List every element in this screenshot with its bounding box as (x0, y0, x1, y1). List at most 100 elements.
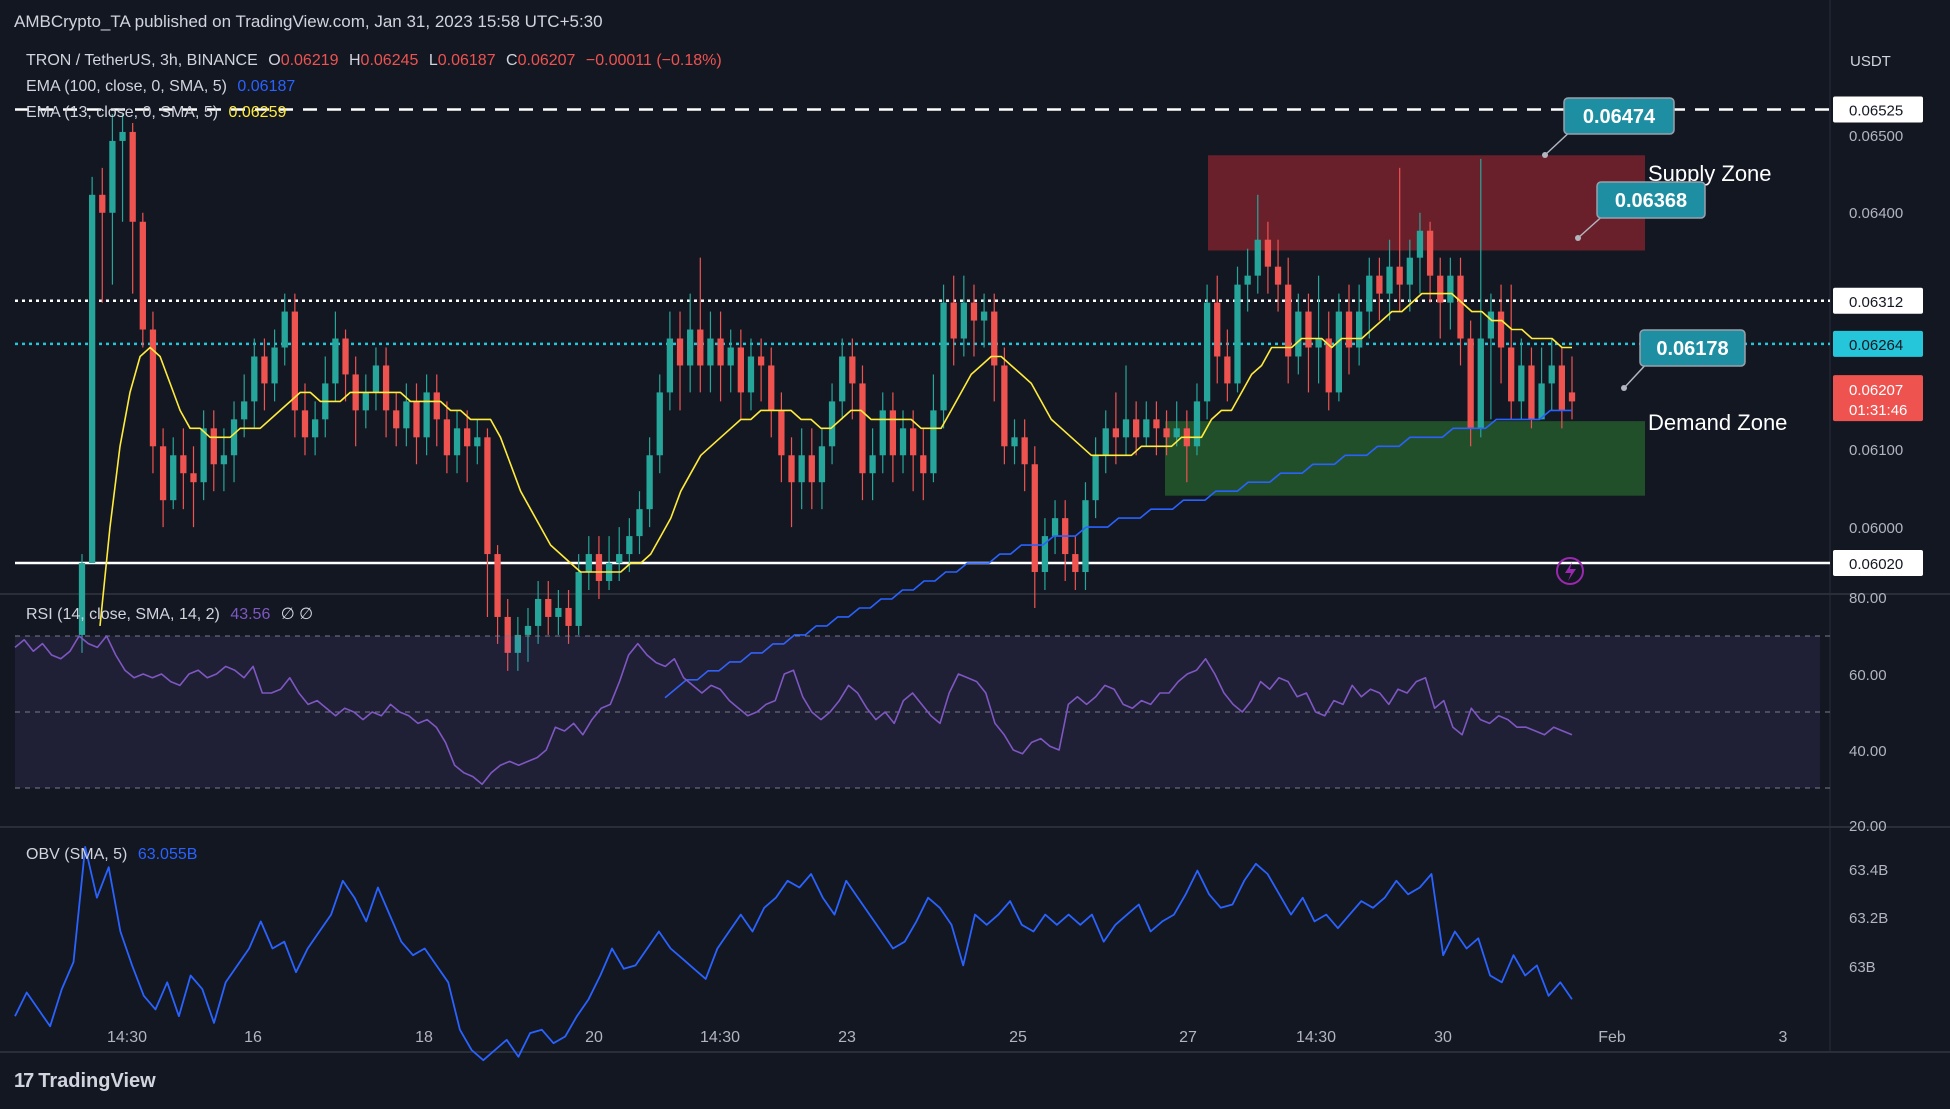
candle-body[interactable] (484, 437, 491, 555)
candle-body[interactable] (230, 419, 238, 456)
candle-body[interactable] (139, 221, 146, 330)
candle-body[interactable] (1477, 338, 1484, 429)
candle-body[interactable] (818, 446, 826, 483)
candle-body[interactable] (676, 338, 684, 366)
candle-body[interactable] (271, 347, 278, 384)
candle-body[interactable] (1518, 365, 1525, 402)
rsi-legend[interactable]: RSI (14, close, SMA, 14, 2) 43.56 ∅ ∅ (26, 604, 319, 624)
candle-body[interactable] (88, 194, 96, 564)
candle-body[interactable] (808, 455, 815, 483)
candle-body[interactable] (768, 365, 775, 411)
candle-body[interactable] (1447, 275, 1454, 303)
candle-body[interactable] (1224, 356, 1231, 384)
candle-body[interactable] (1426, 230, 1434, 276)
candle-body[interactable] (1254, 239, 1261, 276)
candle-body[interactable] (1487, 311, 1495, 339)
candle-body[interactable] (1406, 257, 1413, 285)
candle-body[interactable] (200, 428, 207, 483)
candle-body[interactable] (382, 365, 390, 411)
candle-body[interactable] (747, 356, 755, 393)
candle-body[interactable] (1234, 284, 1241, 384)
candle-body[interactable] (332, 338, 339, 384)
candle-body[interactable] (362, 392, 369, 411)
candle-body[interactable] (413, 401, 420, 438)
candle-body[interactable] (1315, 338, 1322, 348)
candle-body[interactable] (1122, 419, 1130, 438)
candle-body[interactable] (940, 302, 947, 411)
candle-body[interactable] (474, 437, 481, 447)
candle-body[interactable] (1193, 401, 1201, 447)
candle-body[interactable] (1244, 275, 1251, 285)
candle-body[interactable] (1376, 275, 1383, 294)
candle-body[interactable] (899, 428, 907, 456)
candle-body[interactable] (1508, 347, 1515, 402)
candle-body[interactable] (443, 419, 451, 456)
candle-body[interactable] (737, 347, 744, 393)
candle-body[interactable] (1528, 365, 1535, 420)
candle-body[interactable] (1396, 266, 1403, 285)
candle-body[interactable] (1568, 392, 1576, 402)
candle-body[interactable] (1325, 338, 1332, 393)
candle-body[interactable] (1153, 419, 1160, 429)
candle-body[interactable] (1163, 428, 1170, 438)
candle-body[interactable] (464, 428, 471, 447)
candle-body[interactable] (1031, 464, 1038, 573)
candle-body[interactable] (687, 329, 694, 366)
candle-body[interactable] (727, 347, 734, 366)
candle-body[interactable] (1467, 338, 1474, 429)
candle-body[interactable] (1082, 500, 1089, 573)
candle-body[interactable] (839, 356, 846, 402)
symbol-legend[interactable]: TRON / TetherUS, 3h, BINANCE O0.06219 H0… (26, 52, 728, 70)
candle-body[interactable] (423, 392, 430, 438)
candle-body[interactable] (616, 554, 623, 564)
symbol-name[interactable]: TRON / TetherUS, 3h, BINANCE (26, 52, 258, 69)
candle-body[interactable] (910, 428, 917, 456)
candle-body[interactable] (504, 616, 511, 653)
candle-body[interactable] (261, 356, 268, 384)
candle-body[interactable] (1041, 536, 1049, 573)
candle-body[interactable] (1356, 311, 1363, 348)
candle-body[interactable] (788, 455, 795, 483)
candle-body[interactable] (301, 410, 309, 438)
candle-body[interactable] (241, 401, 248, 420)
candle-body[interactable] (190, 473, 197, 483)
rsi-pane[interactable]: 80.00 60.00 40.00 20.00 (14, 590, 1887, 835)
candle-body[interactable] (707, 338, 714, 366)
candle-body[interactable] (129, 131, 136, 222)
candle-body[interactable] (514, 634, 521, 653)
candle-body[interactable] (159, 446, 167, 501)
candle-body[interactable] (595, 554, 603, 582)
candle-body[interactable] (494, 554, 501, 617)
lightning-icon[interactable] (1556, 557, 1584, 585)
candle-body[interactable] (1072, 554, 1079, 573)
candle-body[interactable] (1558, 365, 1566, 411)
candle-body[interactable] (1437, 275, 1444, 303)
candle-body[interactable] (99, 194, 106, 213)
candle-body[interactable] (1285, 284, 1292, 357)
candle-body[interactable] (433, 392, 440, 420)
candle-body[interactable] (950, 302, 957, 339)
candle-body[interactable] (920, 455, 927, 474)
candle-body[interactable] (119, 131, 126, 141)
candle-body[interactable] (1295, 311, 1302, 357)
candle-body[interactable] (666, 338, 674, 393)
candle-body[interactable] (1133, 419, 1140, 438)
candle-body[interactable] (757, 356, 765, 366)
candle-body[interactable] (697, 329, 704, 366)
candle-body[interactable] (1001, 365, 1008, 447)
candle-body[interactable] (828, 401, 836, 447)
candle-body[interactable] (656, 392, 663, 456)
candle-body[interactable] (859, 383, 866, 474)
candle-body[interactable] (372, 365, 380, 393)
candle-body[interactable] (1457, 275, 1464, 339)
candle-body[interactable] (1416, 230, 1424, 258)
candle-body[interactable] (342, 338, 349, 375)
candle-body[interactable] (1143, 419, 1150, 438)
candle-body[interactable] (565, 607, 572, 626)
candle-body[interactable] (403, 401, 410, 429)
candle-body[interactable] (970, 302, 978, 321)
candle-body[interactable] (1538, 383, 1545, 420)
obv-pane[interactable]: 63.4B 63.2B 63B (14, 846, 1888, 1062)
candle-body[interactable] (220, 455, 228, 465)
